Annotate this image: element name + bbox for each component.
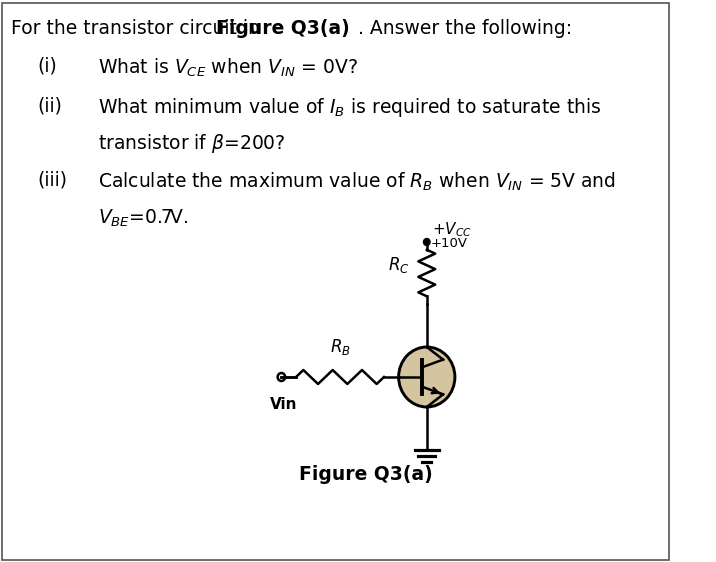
Text: $V_{BE}$=0.7V.: $V_{BE}$=0.7V. bbox=[99, 208, 189, 229]
Text: $R_C$: $R_C$ bbox=[388, 255, 410, 275]
Text: $+V_{CC}$: $+V_{CC}$ bbox=[432, 220, 473, 239]
Circle shape bbox=[399, 347, 455, 407]
Text: (iii): (iii) bbox=[37, 171, 67, 190]
Text: Calculate the maximum value of $R_B$ when $V_{IN}$ = 5V and: Calculate the maximum value of $R_B$ whe… bbox=[99, 171, 616, 193]
Text: $R_B$: $R_B$ bbox=[329, 337, 350, 357]
Circle shape bbox=[423, 238, 430, 246]
Text: Figure Q3(a): Figure Q3(a) bbox=[299, 465, 432, 484]
Text: +10V: +10V bbox=[430, 237, 468, 250]
Text: What minimum value of $I_B$ is required to saturate this: What minimum value of $I_B$ is required … bbox=[99, 96, 602, 119]
Text: . Answer the following:: . Answer the following: bbox=[358, 19, 572, 38]
Text: Figure Q3(a): Figure Q3(a) bbox=[216, 19, 349, 38]
Text: (ii): (ii) bbox=[37, 96, 62, 115]
Text: For the transistor circuit in: For the transistor circuit in bbox=[11, 19, 266, 38]
Text: transistor if $\beta$=200?: transistor if $\beta$=200? bbox=[99, 132, 286, 155]
Text: What is $V_{CE}$ when $V_{IN}$ = 0V?: What is $V_{CE}$ when $V_{IN}$ = 0V? bbox=[99, 57, 358, 79]
Text: (i): (i) bbox=[37, 57, 57, 76]
Text: Vin: Vin bbox=[269, 397, 297, 412]
